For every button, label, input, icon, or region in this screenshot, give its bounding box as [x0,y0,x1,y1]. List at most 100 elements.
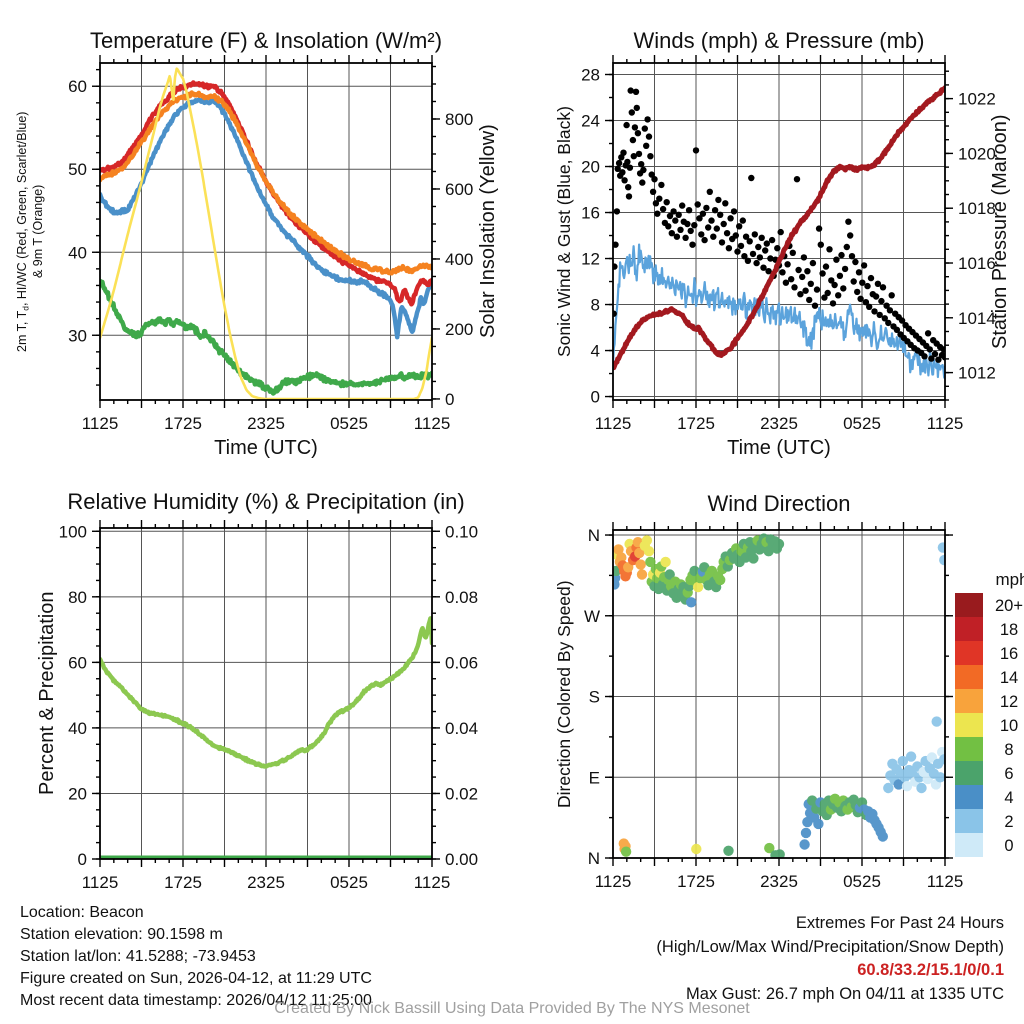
x-tick-label: 2325 [760,414,798,433]
y-tick-label: 0.00 [445,850,478,869]
y-tick-label: 100 [59,522,87,541]
y-tick-label: 0.06 [445,653,478,672]
tick-labels: 1125 1725 2325 0525 1125 0 4 8 12 16 20 24 28 1012 101… [581,66,996,433]
y-tick-label: 800 [445,110,473,129]
figure-created: Figure created on Sun, 2026-04-12, at 11… [20,970,372,987]
y-tick-label: 16 [581,204,600,223]
y-tick-label: 8 [591,296,600,315]
x-tick-label: 1725 [164,873,202,892]
x-tick-label: 1125 [927,414,964,433]
tick-marks [605,55,953,408]
colorbar-title: mph [995,570,1024,589]
y-tick-label: 20 [68,784,87,803]
y-tick-label: 60 [68,77,87,96]
chart-humidity-precipitation: 1125 1725 2325 0525 1125 0 20 40 60 80 100 0.00 0.02… [59,520,478,892]
temp-left-axis-label-line2: & 9m T (Orange) [31,184,45,279]
y-tick-label: N [588,849,600,868]
tick-labels: 1125 1725 2325 0525 112530405060020040060080… [68,77,473,433]
credit-line: Created By Nick Bassill Using Data Provi… [274,1000,750,1017]
x-tick-label: 1125 [82,873,119,892]
x-tick-label: 0525 [843,414,881,433]
y-tick-label: 4 [591,342,600,361]
y-tick-label: S [589,688,600,707]
wind-direction-dots [613,533,945,858]
x-tick-label: 1125 [595,414,632,433]
series-layer [100,67,432,400]
x-tick-label: 2325 [760,872,798,891]
y-tick-label: N [588,526,600,545]
max-gust: Max Gust: 26.7 mph On 04/11 at 1335 UTC [686,984,1004,1003]
y-tick-label: 0 [445,390,454,409]
y-tick-label: 40 [68,719,87,738]
y-tick-label: 0.08 [445,588,478,607]
humidity-chart-title: Relative Humidity (%) & Precipitation (i… [67,489,465,514]
x-tick-label: 1125 [414,873,451,892]
insolation-right-axis-label: Solar Insolation (Yellow) [477,124,499,339]
y-tick-label: 60 [68,653,87,672]
extremes-subtitle: (High/Low/Max Wind/Precipitation/Snow De… [656,937,1004,956]
colorbar-label: 6 [1004,765,1013,783]
y-tick-label: 0 [78,850,87,869]
colorbar-label: 18 [1000,621,1018,639]
gridlines [100,528,432,860]
x-tick-label: 0525 [330,414,368,433]
chart-winds-pressure: 1125 1725 2325 0525 1125 0 4 8 12 16 20 24 28 1012 101… [581,55,996,433]
y-tick-label: 1014 [958,309,996,328]
series-layer [613,533,945,858]
x-tick-label: 1125 [927,872,964,891]
y-tick-label: 200 [445,320,473,339]
y-tick-label: 1016 [958,254,996,273]
series-dew-point [100,278,432,396]
colorbar-label: 10 [1000,717,1018,735]
tick-marks [605,522,953,866]
colorbar-label: 4 [1004,789,1013,807]
pressure-right-axis-label: Station Pressure (Maroon) [989,114,1011,349]
x-tick-label: 1125 [414,414,451,433]
y-tick-label: 30 [68,326,87,345]
tick-labels: 1125 1725 2325 0525 1125 N W S E N [584,526,963,891]
temp-chart-title: Temperature (F) & Insolation (W/m²) [89,28,443,53]
y-tick-label: 0.02 [445,784,478,803]
y-tick-label: 0.10 [445,522,478,541]
x-tick-label: 2325 [247,414,285,433]
series-station-pressure [613,85,945,371]
data-timestamp: Most recent data timestamp: 2026/04/12 1… [20,992,372,1009]
colorbar-label: 12 [1000,693,1018,711]
y-tick-label: 400 [445,250,473,269]
series-relative-humidity [100,616,432,769]
y-tick-label: 1018 [958,199,996,218]
tick-marks [92,55,440,408]
x-tick-label: 1125 [82,414,119,433]
wind-direction-chart-title: Wind Direction [707,491,851,516]
x-tick-label: 0525 [843,872,881,891]
colorbar-label: 14 [1000,669,1018,687]
x-tick-label: 1725 [164,414,202,433]
extremes-summary: Extremes For Past 24 Hours (High/Low/Max… [656,912,1004,1006]
colorbar-label: 16 [1000,645,1018,663]
speed-colorbar: 20+ 18 16 14 12 10 8 6 4 2 0 mph [955,570,1024,857]
tick-labels: 1125 1725 2325 0525 1125 0 20 40 60 80 100 0.00 0.02… [59,522,478,892]
station-info: Location: Beacon Station elevation: 90.1… [20,902,372,1012]
colorbar-label: 2 [1004,813,1013,831]
extremes-title: Extremes For Past 24 Hours [795,914,1004,932]
y-tick-label: 0.04 [445,719,478,738]
station-location: Location: Beacon [20,904,144,921]
y-tick-label: 1012 [958,364,996,383]
y-tick-label: 24 [581,112,600,131]
y-tick-label: 600 [445,180,473,199]
x-tick-label: 1725 [677,414,715,433]
series-layer [613,85,945,379]
colorbar-label: 8 [1004,741,1013,759]
series-layer [100,616,432,859]
y-tick-label: 1020 [958,144,996,163]
x-tick-label: 1125 [595,872,632,891]
humidity-left-axis-label: Percent & Precipitation [36,591,58,796]
winds-left-axis-label: Sonic Wind & Gust (Blue, Black) [554,106,574,357]
y-tick-label: 1022 [958,90,996,109]
tick-marks [92,520,440,867]
colorbar-label: 20+ [995,597,1023,615]
y-tick-label: 0 [591,388,600,407]
series-solar-insolation [100,67,432,400]
y-tick-label: 40 [68,243,87,262]
